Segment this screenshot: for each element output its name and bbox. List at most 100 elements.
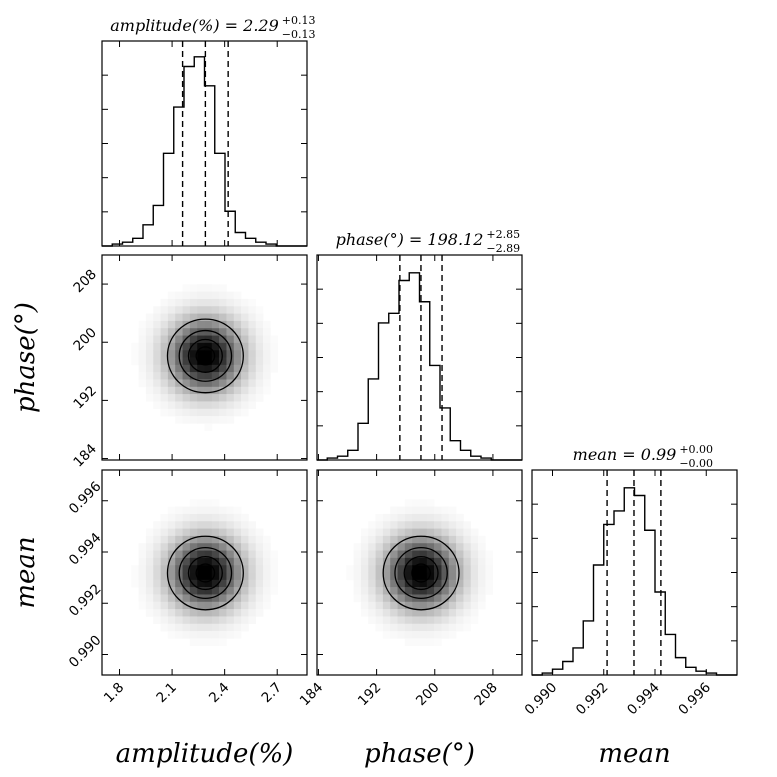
density-cell bbox=[456, 543, 464, 551]
density-cell bbox=[145, 543, 154, 551]
density-cell bbox=[382, 543, 391, 551]
density-cell bbox=[470, 557, 479, 566]
density-cell bbox=[138, 543, 147, 551]
density-cell bbox=[368, 601, 376, 610]
hist-mean-title-lower-err: −0.00 bbox=[679, 457, 713, 470]
density-cell bbox=[412, 543, 420, 551]
density-cell bbox=[175, 535, 183, 544]
density-cell bbox=[197, 513, 205, 522]
density-cell bbox=[382, 594, 391, 603]
density-cell bbox=[211, 357, 220, 366]
density-cell bbox=[182, 565, 191, 573]
density-cell bbox=[153, 521, 161, 529]
contour-amplitude-phase-frame bbox=[101, 254, 308, 461]
density-cell bbox=[412, 528, 420, 537]
density-cell bbox=[478, 535, 486, 544]
density-cell bbox=[463, 565, 472, 573]
density-cell bbox=[160, 616, 169, 625]
density-cell bbox=[441, 594, 450, 603]
density-cell bbox=[441, 513, 450, 522]
density-cell bbox=[197, 623, 205, 632]
density-cell bbox=[241, 579, 249, 588]
density-cell bbox=[397, 631, 406, 639]
density-cell bbox=[153, 601, 161, 610]
density-cell bbox=[197, 521, 205, 529]
density-cell bbox=[219, 565, 227, 573]
density-cell bbox=[211, 631, 220, 639]
density-cell bbox=[182, 401, 191, 410]
density-cell bbox=[153, 401, 161, 410]
hist-phase-title: phase(°) = 198.12 bbox=[336, 230, 484, 249]
density-cell bbox=[182, 394, 191, 402]
density-cell bbox=[204, 565, 213, 573]
left-phase-ytick-label-1: 192 bbox=[70, 383, 100, 413]
density-cell bbox=[189, 335, 198, 344]
density-cell bbox=[255, 528, 264, 537]
density-cell bbox=[160, 350, 169, 358]
density-cell bbox=[441, 572, 450, 581]
density-cell bbox=[368, 579, 376, 588]
density-cell bbox=[485, 557, 494, 566]
density-cell bbox=[153, 350, 161, 358]
density-cell bbox=[197, 328, 205, 336]
density-cell bbox=[145, 594, 154, 603]
density-cell bbox=[167, 601, 176, 610]
density-cell bbox=[204, 386, 213, 395]
density-cell bbox=[255, 572, 264, 581]
density-cell bbox=[241, 543, 249, 551]
density-cell bbox=[470, 609, 479, 617]
density-cell bbox=[456, 609, 464, 617]
left-mean-ytick-label-3: 0.996 bbox=[66, 479, 105, 518]
density-cell bbox=[248, 587, 257, 595]
density-cell bbox=[390, 528, 398, 537]
density-cell bbox=[375, 594, 384, 603]
density-cell bbox=[263, 342, 271, 351]
density-cell bbox=[375, 535, 384, 544]
density-cell bbox=[397, 587, 406, 595]
density-cell bbox=[175, 579, 183, 588]
density-cell bbox=[197, 350, 205, 358]
density-cell bbox=[412, 623, 420, 632]
density-cell bbox=[160, 306, 169, 314]
density-cell bbox=[182, 572, 191, 581]
density-cell bbox=[448, 631, 457, 639]
density-cell bbox=[412, 521, 420, 529]
density-cell bbox=[463, 528, 472, 537]
density-cell bbox=[175, 386, 183, 395]
density-cell bbox=[138, 379, 147, 388]
density-cell bbox=[211, 386, 220, 395]
density-cell bbox=[138, 594, 147, 603]
density-cell bbox=[219, 579, 227, 588]
density-cell bbox=[145, 372, 154, 380]
left-phase-ytick-label-0: 184 bbox=[70, 441, 100, 471]
yaxis-label-phase: phase(°) bbox=[11, 302, 41, 413]
density-cell bbox=[211, 609, 220, 617]
density-cell bbox=[131, 350, 139, 358]
density-cell bbox=[167, 357, 176, 366]
density-cell bbox=[211, 557, 220, 566]
density-cell bbox=[248, 379, 257, 388]
density-cell bbox=[248, 528, 257, 537]
density-cell bbox=[153, 335, 161, 344]
density-cell bbox=[248, 394, 257, 402]
density-cell bbox=[419, 638, 428, 647]
density-cell bbox=[248, 572, 257, 581]
density-cell bbox=[241, 306, 249, 314]
density-cell bbox=[241, 572, 249, 581]
density-cell bbox=[189, 394, 198, 402]
density-cell bbox=[233, 572, 242, 581]
density-cell bbox=[204, 357, 213, 366]
density-cell bbox=[197, 631, 205, 639]
density-cell bbox=[219, 306, 227, 314]
density-cell bbox=[131, 572, 139, 581]
density-cell bbox=[441, 521, 450, 529]
density-cell bbox=[167, 342, 176, 351]
density-cell bbox=[160, 335, 169, 344]
density-cell bbox=[390, 579, 398, 588]
density-cell bbox=[404, 594, 413, 603]
density-cell bbox=[248, 364, 257, 373]
density-cell bbox=[219, 416, 227, 424]
density-cell bbox=[441, 535, 450, 544]
density-cell bbox=[485, 579, 494, 588]
